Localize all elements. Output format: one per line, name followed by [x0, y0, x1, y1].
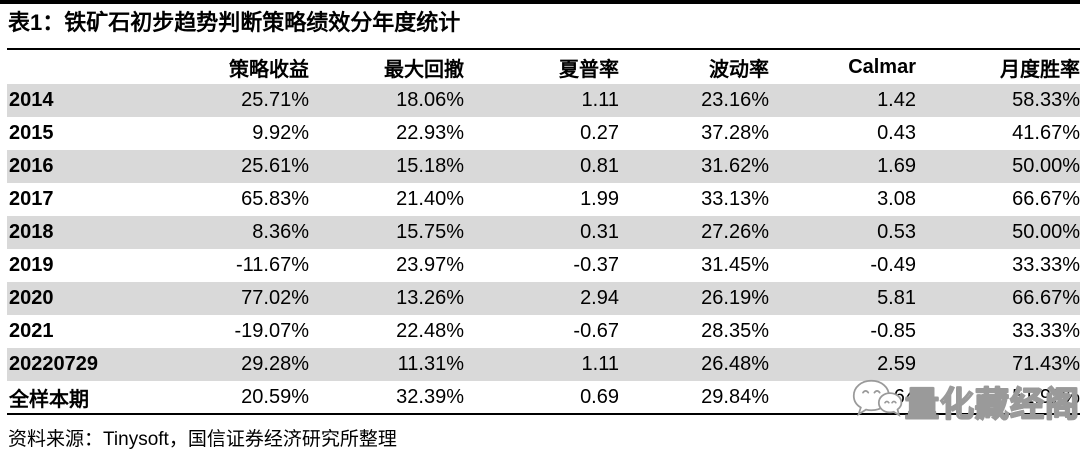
cell: 13.26% [396, 287, 464, 309]
cell: 2.59 [877, 353, 916, 375]
row-label: 2020 [9, 287, 54, 309]
cell: 1.42 [877, 89, 916, 111]
cell: 1.11 [581, 89, 619, 111]
row-label: 2016 [9, 155, 54, 177]
table-row: 2018 8.36% 15.75% 0.31 27.26% 0.53 50.00… [7, 216, 1080, 249]
row-label: 2018 [9, 221, 54, 243]
cell: 0.69 [580, 385, 619, 408]
performance-table: 策略收益 最大回撤 夏普率 波动率 Calmar 月度胜率 2014 25.71… [7, 48, 1080, 415]
cell: 25.61% [241, 155, 309, 177]
table-row: 全样本期 20.59% 32.39% 0.69 29.84% 0.64 51.9… [7, 381, 1080, 414]
header-strategy-return: 策略收益 [229, 58, 309, 81]
cell: 23.97% [396, 254, 464, 276]
cell: 51.92% [1012, 385, 1080, 408]
cell: 77.02% [241, 287, 309, 309]
cell: 32.39% [396, 385, 464, 408]
header-volatility: 波动率 [709, 58, 769, 81]
table-row: 2017 65.83% 21.40% 1.99 33.13% 3.08 66.6… [7, 183, 1080, 216]
cell: 0.81 [580, 155, 619, 177]
header-calmar: Calmar [848, 55, 916, 78]
table-row: 2016 25.61% 15.18% 0.81 31.62% 1.69 50.0… [7, 150, 1080, 183]
table-body: 2014 25.71% 18.06% 1.11 23.16% 1.42 58.3… [7, 84, 1080, 414]
cell: 22.93% [396, 122, 464, 144]
cell: 1.69 [877, 155, 916, 177]
cell: 20.59% [241, 385, 309, 408]
cell: 15.75% [396, 221, 464, 243]
cell: -0.37 [573, 254, 619, 276]
table-row: 20220729 29.28% 11.31% 1.11 26.48% 2.59 … [7, 348, 1080, 381]
header-monthly-winrate: 月度胜率 [1000, 58, 1080, 81]
cell: 50.00% [1012, 221, 1080, 243]
cell: 37.28% [701, 122, 769, 144]
cell: 31.62% [701, 155, 769, 177]
row-label: 2015 [9, 122, 54, 144]
cell: 9.92% [252, 122, 309, 144]
cell: 0.27 [580, 122, 619, 144]
cell: -0.49 [870, 254, 916, 276]
cell: 0.43 [877, 122, 916, 144]
cell: 8.36% [252, 221, 309, 243]
cell: 11.31% [397, 353, 464, 375]
row-label: 2017 [9, 188, 54, 210]
cell: 66.67% [1012, 287, 1080, 309]
header-max-drawdown: 最大回撤 [384, 58, 464, 81]
cell: 0.31 [580, 221, 619, 243]
source-note: 资料来源：Tinysoft，国信证券经济研究所整理 [8, 429, 397, 450]
table-row: 2015 9.92% 22.93% 0.27 37.28% 0.43 41.67… [7, 117, 1080, 150]
cell: 29.84% [701, 385, 769, 408]
cell: 33.33% [1012, 254, 1080, 276]
cell: 2.94 [580, 287, 619, 309]
wechat-icon [852, 379, 903, 417]
cell: 15.18% [396, 155, 464, 177]
cell: -0.67 [573, 320, 619, 342]
cell: 33.33% [1012, 320, 1080, 342]
cell: 33.13% [701, 188, 769, 210]
table-row: 2014 25.71% 18.06% 1.11 23.16% 1.42 58.3… [7, 84, 1080, 117]
cell: -19.07% [234, 320, 310, 342]
table-row: 2020 77.02% 13.26% 2.94 26.19% 5.81 66.6… [7, 282, 1080, 315]
table-title: 表1：铁矿石初步趋势判断策略绩效分年度统计 [8, 10, 461, 35]
cell: 23.16% [701, 89, 769, 111]
cell: 26.48% [701, 353, 769, 375]
cell: 25.71% [241, 89, 309, 111]
header-corner [7, 49, 167, 84]
row-label: 20220729 [9, 353, 98, 375]
cell: 18.06% [396, 89, 464, 111]
cell: 26.19% [701, 287, 769, 309]
cell: 41.67% [1012, 122, 1080, 144]
cell: 71.43% [1012, 353, 1080, 375]
cell: 27.26% [701, 221, 769, 243]
cell: 3.08 [877, 188, 916, 210]
header-sharpe: 夏普率 [559, 58, 619, 81]
cell: 1.99 [580, 188, 619, 210]
watermark-text: 量化藏经阁 [904, 385, 1080, 425]
row-label: 2014 [9, 89, 54, 111]
cell: 21.40% [396, 188, 464, 210]
cell: 65.83% [241, 188, 309, 210]
watermark: 量化藏经阁 [852, 374, 1080, 428]
top-border-strip [0, 0, 1080, 4]
cell: 66.67% [1012, 188, 1080, 210]
table-row: 2021 -19.07% 22.48% -0.67 28.35% -0.85 3… [7, 315, 1080, 348]
cell: -0.85 [870, 320, 916, 342]
row-label: 全样本期 [9, 388, 89, 411]
cell: 22.48% [396, 320, 464, 342]
cell: 28.35% [701, 320, 769, 342]
cell: 0.53 [877, 221, 916, 243]
cell: 50.00% [1012, 155, 1080, 177]
cell: -11.67% [235, 254, 309, 276]
cell: 5.81 [877, 287, 916, 309]
cell: 1.11 [581, 353, 619, 375]
table-row: 2019 -11.67% 23.97% -0.37 31.45% -0.49 3… [7, 249, 1080, 282]
row-label: 2021 [9, 320, 54, 342]
row-label: 2019 [9, 254, 54, 276]
header-row: 策略收益 最大回撤 夏普率 波动率 Calmar 月度胜率 [7, 49, 1080, 84]
cell: 29.28% [241, 353, 309, 375]
table-header: 策略收益 最大回撤 夏普率 波动率 Calmar 月度胜率 [7, 49, 1080, 84]
cell: 58.33% [1012, 89, 1080, 111]
cell: 31.45% [701, 254, 769, 276]
